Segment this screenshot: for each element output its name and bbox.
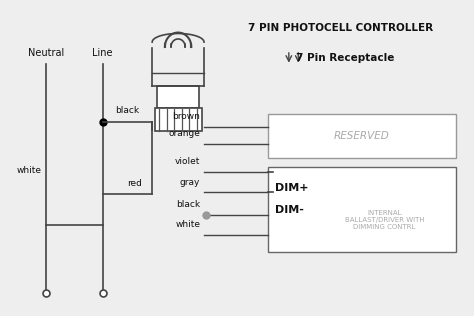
- Text: black: black: [176, 200, 200, 210]
- Text: Neutral: Neutral: [28, 48, 64, 58]
- Text: DIM+: DIM+: [275, 183, 308, 193]
- Text: RESERVED: RESERVED: [334, 131, 390, 141]
- Bar: [268, 114, 456, 158]
- Text: INTERNAL
BALLAST/DRIVER WITH
DIMMING CONTRL: INTERNAL BALLAST/DRIVER WITH DIMMING CON…: [345, 210, 424, 230]
- Bar: [268, 167, 456, 252]
- Bar: [155, 108, 201, 131]
- Bar: [157, 86, 199, 108]
- Text: violet: violet: [175, 157, 200, 167]
- Text: Line: Line: [92, 48, 113, 58]
- Text: white: white: [175, 220, 200, 229]
- Text: 7 Pin Receptacle: 7 Pin Receptacle: [296, 53, 394, 63]
- Text: gray: gray: [180, 178, 200, 187]
- Text: orange: orange: [168, 129, 200, 138]
- Text: white: white: [17, 166, 41, 175]
- Text: brown: brown: [173, 112, 200, 121]
- Text: red: red: [127, 179, 142, 188]
- Text: 7 PIN PHOTOCELL CONTROLLER: 7 PIN PHOTOCELL CONTROLLER: [248, 23, 433, 33]
- Text: DIM-: DIM-: [275, 205, 303, 215]
- Text: black: black: [115, 106, 139, 115]
